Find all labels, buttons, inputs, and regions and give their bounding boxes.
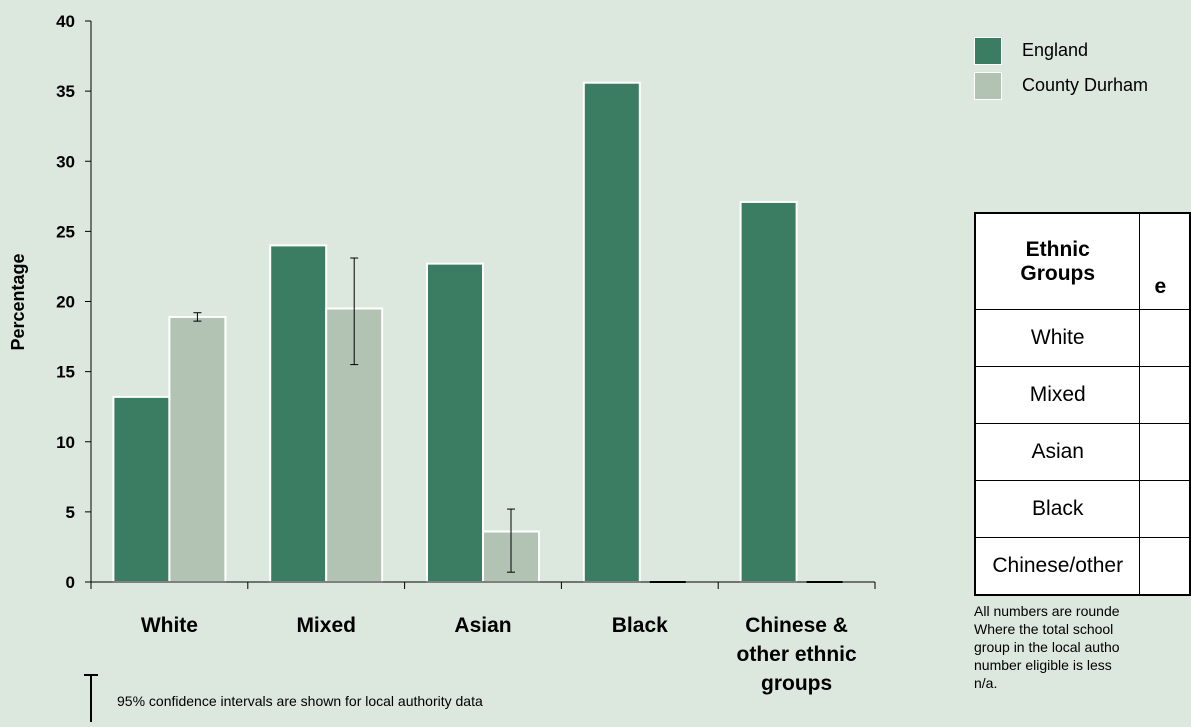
x-tick-label: White [141, 614, 198, 637]
bar-england-chinese-other-ethnic-groups [739, 200, 798, 584]
bar-england-white [112, 395, 171, 583]
bar-england-black [582, 81, 641, 584]
table-row: Black [974, 480, 1191, 538]
y-axis-label: Percentage [8, 253, 28, 350]
bar-england-mixed [269, 244, 328, 583]
y-tick-label: 0 [66, 573, 75, 592]
bar-england-asian [426, 262, 484, 583]
table-header-row: Ethnic Groups e [974, 212, 1191, 310]
data-table: Ethnic Groups e White Mixed Asian Black … [974, 212, 1191, 596]
table-cell-value [1139, 537, 1191, 596]
table-row: Mixed [974, 366, 1191, 424]
table-row: Asian [974, 423, 1191, 481]
ci-legend-note: 95% confidence intervals are shown for l… [84, 674, 483, 722]
y-tick-label: 30 [56, 152, 75, 171]
table-header-col2: e [1139, 212, 1191, 310]
x-tick-label: Asian [454, 614, 511, 637]
y-tick-label: 25 [56, 222, 75, 241]
y-tick-label: 20 [56, 293, 75, 312]
footnote-line: Where the total school [974, 621, 1114, 637]
table-cell-value [1139, 423, 1191, 481]
x-tick-label: Chinese & other ethnic groups [737, 614, 857, 695]
table-header-line-2: Groups [1020, 261, 1096, 285]
legend-label-england: England [1022, 40, 1089, 60]
table-header-line-1: Ethnic [1025, 237, 1090, 261]
table-row: Chinese/other [974, 537, 1191, 596]
legend-item-county-durham: County Durham [974, 68, 1148, 103]
y-axis: 0 5 10 15 20 25 30 35 40 [56, 12, 92, 592]
x-axis: White Mixed Asian Black Chinese & other ethni… [90, 581, 876, 695]
table-header-ethnic-groups: Ethnic Groups [974, 212, 1141, 310]
table-cell-group: Asian [974, 423, 1141, 481]
footnote-line: number eligible is less [974, 657, 1112, 673]
footnote-line: group in the local autho [974, 639, 1120, 655]
y-tick-label: 5 [66, 503, 75, 522]
legend-swatch-county-durham [974, 71, 1002, 100]
confidence-intervals [193, 257, 515, 573]
y-tick-label: 40 [56, 12, 75, 31]
table-row: White [974, 309, 1191, 367]
table-cell-value [1139, 309, 1191, 367]
table-cell-value [1139, 480, 1191, 538]
legend-item-england: England [974, 33, 1148, 68]
footnote-line: n/a. [974, 675, 998, 691]
ci-note-text: 95% confidence intervals are shown for l… [117, 693, 483, 709]
table-header-col2-text: e [1154, 275, 1167, 298]
chart-area: 0 5 10 15 20 25 30 35 40 White Mixed Asian Black Chi… [8, 12, 876, 722]
y-tick-label: 15 [56, 363, 75, 382]
x-tick-label: Black [612, 614, 668, 637]
legend-label-county-durham: County Durham [1022, 75, 1149, 95]
table-cell-group: Black [974, 480, 1141, 538]
bars-group [112, 81, 843, 584]
legend: England County Durham [974, 33, 1148, 103]
bar-county-durham-white [168, 315, 227, 583]
footnote: All numbers are rounde Where the total s… [974, 602, 1191, 692]
table-cell-group: Mixed [974, 366, 1141, 424]
table-cell-group: White [974, 309, 1141, 367]
table-cell-value [1139, 366, 1191, 424]
x-tick-label: Mixed [296, 614, 356, 637]
legend-swatch-england [974, 36, 1002, 65]
table-cell-group: Chinese/other [974, 537, 1141, 596]
y-tick-label: 35 [56, 82, 75, 101]
y-tick-label: 10 [56, 433, 75, 452]
footnote-line: All numbers are rounde [974, 603, 1120, 619]
